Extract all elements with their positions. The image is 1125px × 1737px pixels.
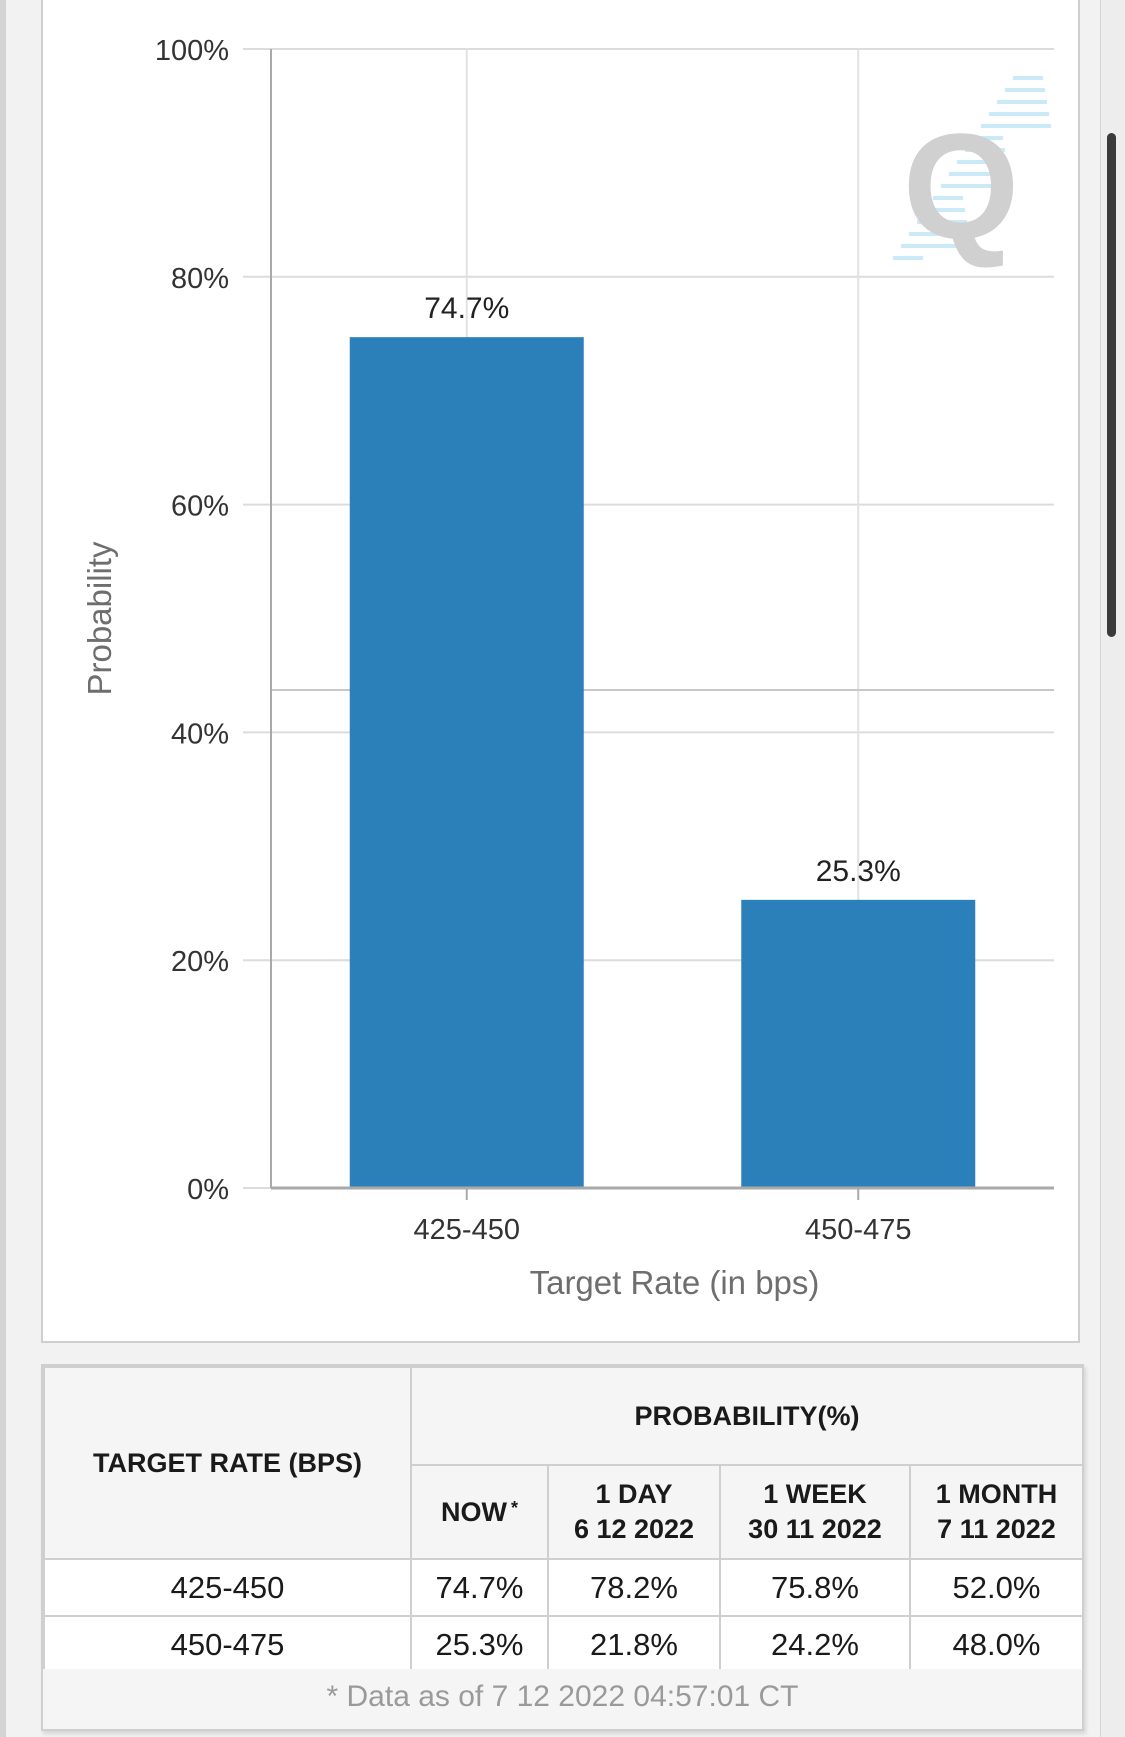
column-header-1-week-date: 30 11 2022 bbox=[748, 1514, 882, 1544]
one-month-cell: 48.0% bbox=[909, 1615, 1084, 1674]
column-header-now-label: NOW bbox=[441, 1496, 507, 1527]
now-cell: 25.3% bbox=[410, 1615, 549, 1674]
bar-450-475[interactable] bbox=[741, 899, 976, 1188]
probability-bar-chart: 0% 20% 40% 60% 80% 100% Q 74.7% 25.3% 425-450 450-… bbox=[81, 35, 1054, 1301]
window-left-border bbox=[0, 0, 6, 1737]
y-axis-title: Probability bbox=[81, 541, 118, 696]
target-rate-header: TARGET RATE (BPS) bbox=[43, 1366, 412, 1560]
y-tick-label: 100% bbox=[155, 35, 229, 67]
column-header-1-week: 1 WEEK 30 11 2022 bbox=[719, 1464, 911, 1560]
y-tick-label: 80% bbox=[171, 263, 229, 295]
column-header-1-day-date: 6 12 2022 bbox=[573, 1514, 695, 1544]
rate-cell: 450-475 bbox=[43, 1615, 412, 1674]
now-footnote-marker: * bbox=[510, 1497, 518, 1518]
data-timestamp-footnote: * Data as of 7 12 2022 04:57:01 CT bbox=[43, 1669, 1082, 1729]
y-tick-label: 40% bbox=[171, 718, 229, 750]
chart-panel: 0% 20% 40% 60% 80% 100% Q 74.7% 25.3% 425-450 450-… bbox=[41, 0, 1080, 1343]
column-header-now: NOW * bbox=[410, 1464, 549, 1560]
one-month-cell: 52.0% bbox=[909, 1558, 1084, 1617]
now-cell: 74.7% bbox=[410, 1558, 549, 1617]
probability-table: TARGET RATE (BPS) PROBABILITY(%) NOW * 1 … bbox=[43, 1366, 1084, 1674]
column-header-1-day-label: 1 DAY bbox=[595, 1479, 673, 1509]
x-tick-label: 425-450 bbox=[414, 1214, 520, 1246]
column-header-1-day: 1 DAY 6 12 2022 bbox=[547, 1464, 721, 1560]
column-header-1-week-label: 1 WEEK bbox=[763, 1479, 867, 1509]
scrollbar-thumb[interactable] bbox=[1107, 133, 1116, 637]
one-week-cell: 75.8% bbox=[719, 1558, 911, 1617]
y-tick-label: 60% bbox=[171, 491, 229, 523]
table-row: 450-475 25.3% 21.8% 24.2% 48.0% bbox=[43, 1615, 1084, 1674]
column-header-1-month-label: 1 MONTH bbox=[935, 1479, 1058, 1509]
one-day-cell: 78.2% bbox=[547, 1558, 721, 1617]
bar-425-450[interactable] bbox=[349, 337, 584, 1188]
table-row: 425-450 74.7% 78.2% 75.8% 52.0% bbox=[43, 1558, 1084, 1617]
column-header-1-month-date: 7 11 2022 bbox=[937, 1514, 1056, 1544]
rate-cell: 425-450 bbox=[43, 1558, 412, 1617]
quikstrike-logo-icon: Q bbox=[903, 102, 1020, 270]
y-tick-label: 0% bbox=[187, 1174, 229, 1206]
x-axis-title: Target Rate (in bps) bbox=[530, 1264, 820, 1301]
bar-data-label: 74.7% bbox=[424, 292, 509, 325]
x-tick-label: 450-475 bbox=[805, 1214, 911, 1246]
one-week-cell: 24.2% bbox=[719, 1615, 911, 1674]
probability-table-panel: TARGET RATE (BPS) PROBABILITY(%) NOW * 1 … bbox=[41, 1364, 1084, 1731]
y-tick-label: 20% bbox=[171, 946, 229, 978]
column-header-1-month: 1 MONTH 7 11 2022 bbox=[909, 1464, 1084, 1560]
one-day-cell: 21.8% bbox=[547, 1615, 721, 1674]
probability-group-header: PROBABILITY(%) bbox=[410, 1366, 1084, 1466]
bar-data-label: 25.3% bbox=[816, 855, 901, 888]
